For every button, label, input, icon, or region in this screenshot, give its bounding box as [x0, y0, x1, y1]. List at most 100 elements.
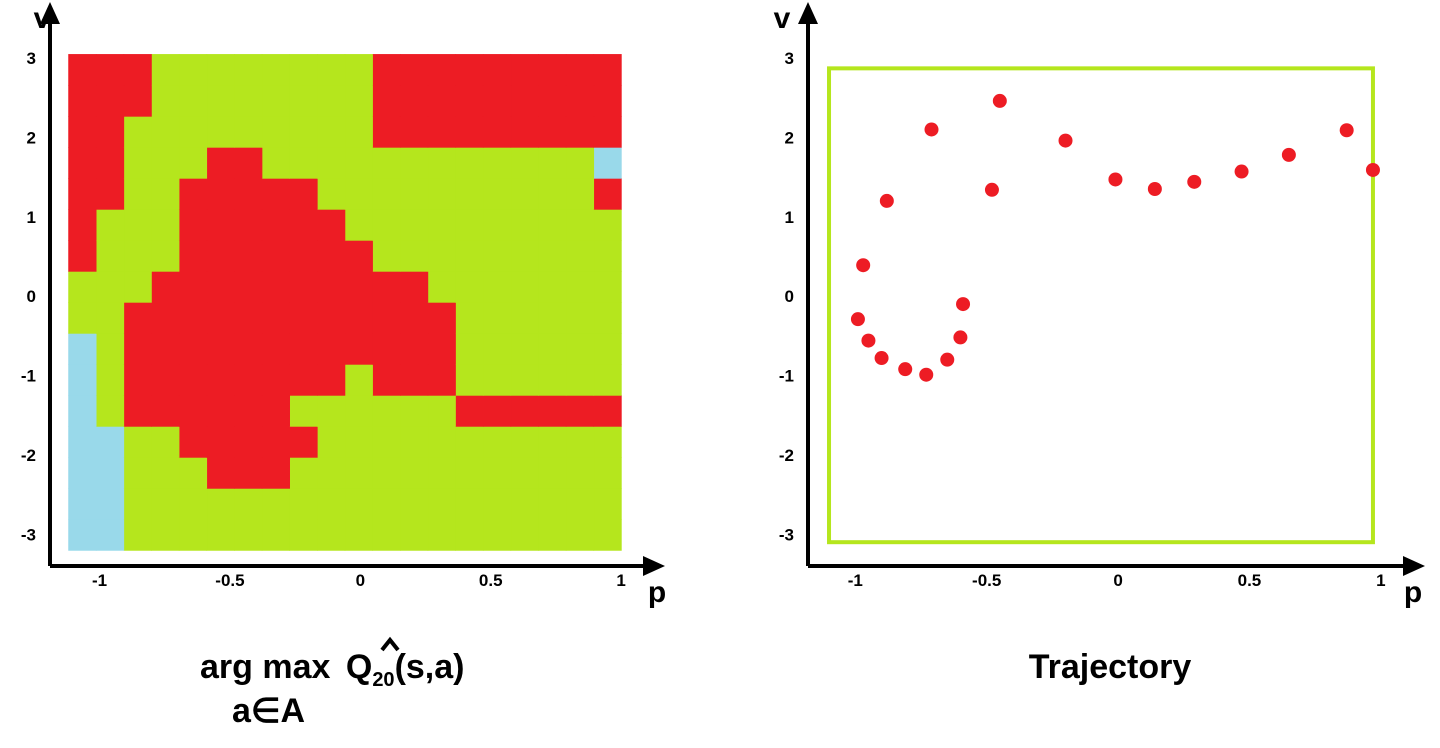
heatmap-cell: [399, 209, 429, 241]
heatmap-cell: [289, 240, 318, 272]
heatmap-cell: [317, 364, 346, 396]
heatmap-cell: [427, 209, 456, 241]
heatmap-cell: [317, 488, 346, 520]
heatmap-cell: [317, 457, 346, 489]
heatmap-cell: [510, 178, 539, 210]
title-under: a∈A: [232, 692, 305, 730]
heatmap-cell: [95, 54, 125, 86]
heatmap-cell: [565, 54, 595, 86]
heatmap-cell: [317, 333, 346, 365]
x-tick-label: 0.5: [1238, 571, 1262, 590]
heatmap-cell: [593, 333, 622, 365]
heatmap-cell: [151, 147, 180, 179]
heatmap-cell: [510, 364, 539, 396]
heatmap-cell: [565, 333, 595, 365]
heatmap-cell: [399, 271, 429, 303]
heatmap-cell: [510, 147, 539, 179]
heatmap-cell: [565, 240, 595, 272]
heatmap-cell: [372, 147, 401, 179]
heatmap-cell: [95, 488, 125, 520]
x-axis-label: p: [648, 576, 666, 609]
heatmap-cell: [538, 302, 567, 334]
heatmap-cell: [399, 488, 429, 520]
heatmap-cell: [538, 488, 567, 520]
heatmap-cell: [151, 302, 180, 334]
heatmap-cell: [427, 519, 456, 551]
point: [1234, 164, 1249, 179]
heatmap-cell: [234, 271, 263, 303]
heatmap-cell: [317, 426, 346, 458]
heatmap-cell: [151, 426, 180, 458]
y-tick-label: 2: [27, 128, 36, 147]
heatmap-cell: [178, 209, 208, 241]
heatmap-cell: [399, 519, 429, 551]
heatmap-cell: [538, 333, 567, 365]
heatmap-cell: [234, 85, 263, 117]
point: [984, 182, 999, 197]
heatmap-cell: [206, 85, 235, 117]
heatmap-cell: [289, 333, 318, 365]
y-tick-label: -1: [779, 367, 794, 386]
heatmap-cell: [344, 85, 373, 117]
heatmap-cell: [123, 519, 152, 551]
point: [953, 330, 968, 345]
heatmap-cell: [95, 271, 125, 303]
heatmap-cell: [510, 426, 539, 458]
x-tick-label: -0.5: [972, 571, 1001, 590]
heatmap-cell: [482, 519, 512, 551]
heatmap-cell: [317, 116, 346, 148]
heatmap-cell: [399, 240, 429, 272]
heatmap-cell: [95, 147, 125, 179]
heatmap-cell: [372, 364, 401, 396]
heatmap-cell: [151, 457, 180, 489]
heatmap-cell: [178, 457, 208, 489]
heatmap-cell: [510, 333, 539, 365]
point: [861, 333, 876, 348]
heatmap-cell: [482, 395, 512, 427]
heatmap-cell: [344, 457, 373, 489]
heatmap-cell: [317, 395, 346, 427]
y-tick-label: 1: [27, 208, 36, 227]
heatmap-cell: [261, 240, 290, 272]
heatmap-cell: [372, 302, 401, 334]
heatmap-cell: [565, 519, 595, 551]
x-axis-label: p: [1404, 576, 1422, 609]
heatmap-cell: [455, 302, 484, 334]
heatmap-cell: [123, 302, 152, 334]
heatmap-cell: [538, 426, 567, 458]
heatmap-cell: [317, 209, 346, 241]
x-tick-label: -1: [92, 571, 107, 590]
heatmap-cell: [565, 457, 595, 489]
heatmap-cell: [344, 302, 373, 334]
heatmap-cell: [344, 333, 373, 365]
heatmap-cell: [68, 302, 97, 334]
heatmap-cell: [234, 54, 263, 86]
heatmap-cell: [206, 178, 235, 210]
heatmap-cell: [455, 395, 484, 427]
heatmap-cell: [538, 271, 567, 303]
x-arrow: [1403, 556, 1425, 576]
heatmap-cell: [68, 271, 97, 303]
heatmap-cell: [538, 147, 567, 179]
heatmap-cell: [372, 395, 401, 427]
heatmap-cell: [123, 147, 152, 179]
heatmap-cell: [123, 178, 152, 210]
y-tick-label: -3: [21, 525, 36, 544]
point: [919, 367, 934, 382]
heatmap-cell: [234, 426, 263, 458]
heatmap-cell: [510, 85, 539, 117]
heatmap-cell: [68, 178, 97, 210]
heatmap-cell: [538, 85, 567, 117]
heatmap-cell: [178, 271, 208, 303]
heatmap-cell: [427, 240, 456, 272]
heatmap-cell: [427, 147, 456, 179]
heatmap-cell: [538, 116, 567, 148]
heatmap-cell: [68, 395, 97, 427]
heatmap-cell: [206, 240, 235, 272]
title-subscript: 20: [372, 669, 394, 691]
heatmap-cell: [95, 457, 125, 489]
heatmap-cell: [427, 457, 456, 489]
heatmap-cell: [234, 302, 263, 334]
heatmap-cell: [344, 54, 373, 86]
heatmap-cell: [538, 519, 567, 551]
